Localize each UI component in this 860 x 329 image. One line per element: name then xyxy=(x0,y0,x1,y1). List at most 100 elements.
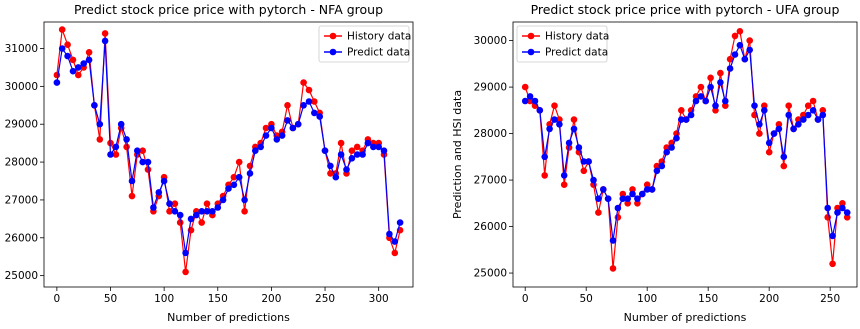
predict-point xyxy=(521,97,529,105)
history-point xyxy=(541,172,548,179)
predict-point xyxy=(687,111,695,119)
predict-point xyxy=(112,143,120,151)
x-tick-label: 250 xyxy=(315,293,335,305)
predict-point xyxy=(128,177,136,185)
history-point xyxy=(198,219,205,226)
legend-history-label: History data xyxy=(545,31,609,43)
predict-point xyxy=(107,151,114,158)
predict-point xyxy=(560,172,568,179)
y-tick-label: 27000 xyxy=(474,175,507,187)
predict-point xyxy=(790,125,797,133)
history-point xyxy=(284,102,291,109)
history-point xyxy=(551,102,558,109)
history-point xyxy=(526,97,534,105)
predict-point xyxy=(348,155,356,162)
history-point xyxy=(96,136,104,143)
predict-point xyxy=(241,196,248,204)
y-tick-label: 30000 xyxy=(5,81,38,93)
predict-point xyxy=(80,60,87,67)
predict-point xyxy=(741,55,749,63)
predict-point xyxy=(668,144,675,151)
legend-history-marker xyxy=(329,32,337,40)
predict-point xyxy=(166,200,173,207)
y-tick-label: 29000 xyxy=(474,82,507,94)
predict-point xyxy=(736,41,744,49)
x-tick-label: 150 xyxy=(698,293,718,305)
history-point xyxy=(139,147,146,154)
predict-point xyxy=(262,132,270,139)
predict-point xyxy=(257,143,265,151)
predict-point xyxy=(673,134,680,142)
history-point xyxy=(262,124,270,132)
predict-point xyxy=(639,190,646,198)
history-point xyxy=(595,209,602,216)
predict-point xyxy=(692,97,700,105)
history-point xyxy=(327,170,334,177)
predict-point xyxy=(214,204,222,211)
history-point xyxy=(53,71,61,79)
predict-point xyxy=(604,195,612,202)
predict-point xyxy=(839,204,846,212)
predict-line xyxy=(524,43,848,241)
predict-point xyxy=(134,147,141,154)
predict-point xyxy=(380,147,388,154)
nfa-group-chart: Predict stock price price with pytorch -… xyxy=(5,2,414,324)
history-point xyxy=(230,173,238,181)
predict-point xyxy=(702,97,709,105)
x-tick-label: 200 xyxy=(759,293,779,305)
predict-point xyxy=(219,196,227,204)
history-point xyxy=(795,116,802,123)
history-point xyxy=(629,186,636,193)
predict-point xyxy=(761,107,768,114)
predict-point xyxy=(804,111,812,119)
history-point xyxy=(112,151,120,158)
predict-point xyxy=(565,139,573,147)
predict-point xyxy=(230,181,238,189)
history-point xyxy=(58,26,66,33)
history-point xyxy=(171,200,179,207)
history-point xyxy=(746,37,753,44)
x-tick-label: 250 xyxy=(820,293,840,305)
predict-point xyxy=(536,107,544,114)
y-tick-label: 26000 xyxy=(474,221,507,233)
x-tick-label: 100 xyxy=(637,293,657,305)
history-point xyxy=(123,143,130,151)
history-point xyxy=(819,107,827,114)
history-point xyxy=(643,181,651,188)
history-point xyxy=(775,121,783,128)
x-tick-label: 300 xyxy=(369,293,389,305)
predict-point xyxy=(580,158,588,165)
legend-box xyxy=(318,25,410,63)
y-tick-label: 27000 xyxy=(5,194,38,206)
predict-point xyxy=(751,102,758,109)
history-point xyxy=(69,56,77,64)
predict-point xyxy=(707,83,714,91)
predict-point xyxy=(176,211,184,219)
history-point xyxy=(717,69,724,77)
predict-point xyxy=(634,195,641,202)
history-point xyxy=(570,116,578,123)
predict-point xyxy=(541,153,548,161)
history-point xyxy=(697,83,705,91)
predict-point xyxy=(756,121,763,128)
predict-point xyxy=(643,186,651,193)
legend-predict-marker xyxy=(527,48,535,56)
history-point xyxy=(712,107,719,114)
predict-point xyxy=(829,232,836,240)
history-point xyxy=(634,200,641,207)
history-point xyxy=(736,28,744,35)
predict-point xyxy=(370,143,377,151)
predict-point xyxy=(726,65,734,72)
y-tick-label: 25000 xyxy=(5,270,38,282)
history-point xyxy=(834,204,841,212)
nfa-history-series xyxy=(53,26,404,276)
x-tick-label: 0 xyxy=(522,293,529,305)
predict-point xyxy=(53,79,61,86)
predict-point xyxy=(332,173,340,181)
history-point xyxy=(692,93,700,100)
predict-point xyxy=(391,238,399,245)
history-point xyxy=(521,83,529,91)
predict-point xyxy=(595,195,602,202)
predict-point xyxy=(278,132,286,139)
history-point xyxy=(182,268,189,276)
